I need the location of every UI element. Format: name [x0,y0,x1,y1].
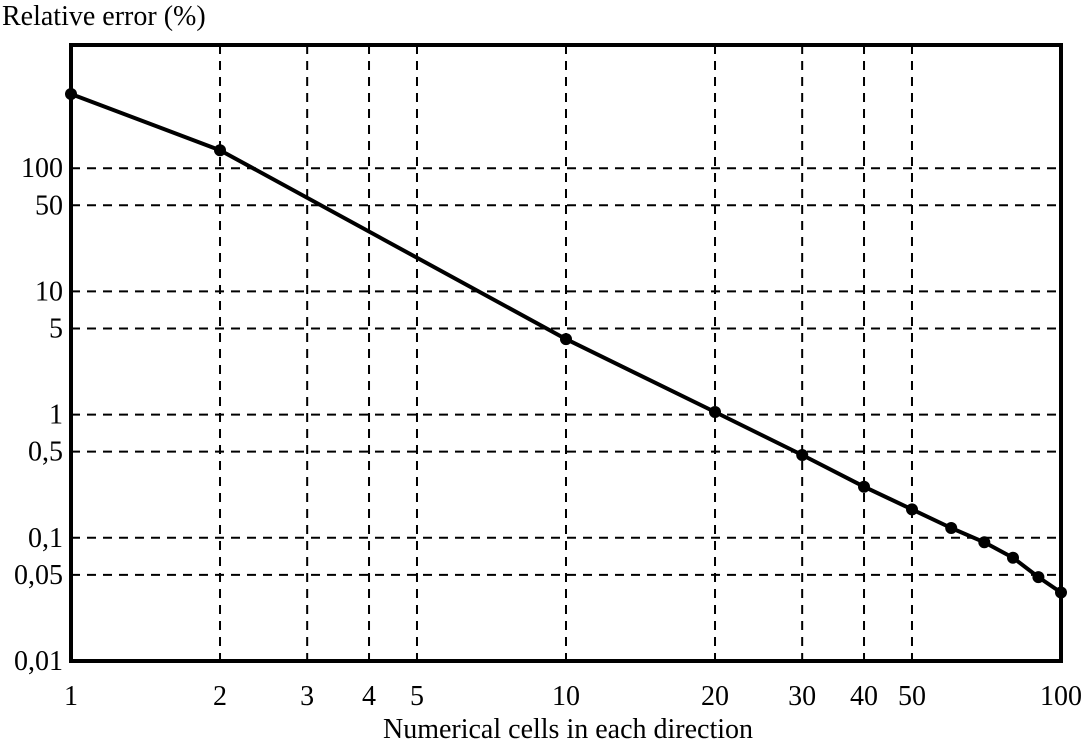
x-tick-label: 3 [300,681,314,712]
data-point [1055,586,1067,599]
y-tick-label: 0,05 [14,560,63,591]
series-layer [65,88,1067,599]
tick-labels: 1 2 3 4 5 10 20 30 40 50 100 0,01 0,05 0,1 0,5 1 5 10 50 10… [14,153,1082,712]
grid-lines [71,45,1061,661]
x-tick-label: 2 [213,681,227,712]
y-tick-label: 50 [35,190,63,221]
data-point [560,333,572,346]
data-point [978,536,991,549]
x-tick-label: 10 [552,681,580,712]
data-point [1032,571,1045,584]
y-tick-label: 10 [35,276,63,307]
y-tick-label: 0,1 [28,523,63,554]
x-tick-label: 50 [898,681,926,712]
x-tick-label: 5 [410,681,424,712]
data-point [796,449,809,461]
x-tick-label: 30 [788,681,816,712]
x-tick-label: 20 [701,681,729,712]
x-tick-label: 4 [362,681,376,712]
data-point [945,522,958,534]
plot-frame [69,43,1063,663]
data-point [709,406,721,418]
y-tick-label: 0,01 [14,646,63,677]
data-point [906,503,918,516]
y-tick-label: 100 [21,153,63,184]
data-point [214,144,226,157]
x-tick-label: 100 [1040,681,1082,712]
x-tick-label: 40 [850,681,878,712]
y-axis-label: Relative error (%) [2,1,206,32]
y-tick-label: 1 [49,400,63,431]
y-tick-label: 0,5 [28,437,63,468]
x-tick-label: 1 [64,681,78,712]
x-axis-label: Numerical cells in each direction [383,714,753,745]
data-point [1007,551,1019,564]
data-point [65,88,77,100]
y-tick-label: 5 [49,313,63,344]
data-point [858,480,870,493]
